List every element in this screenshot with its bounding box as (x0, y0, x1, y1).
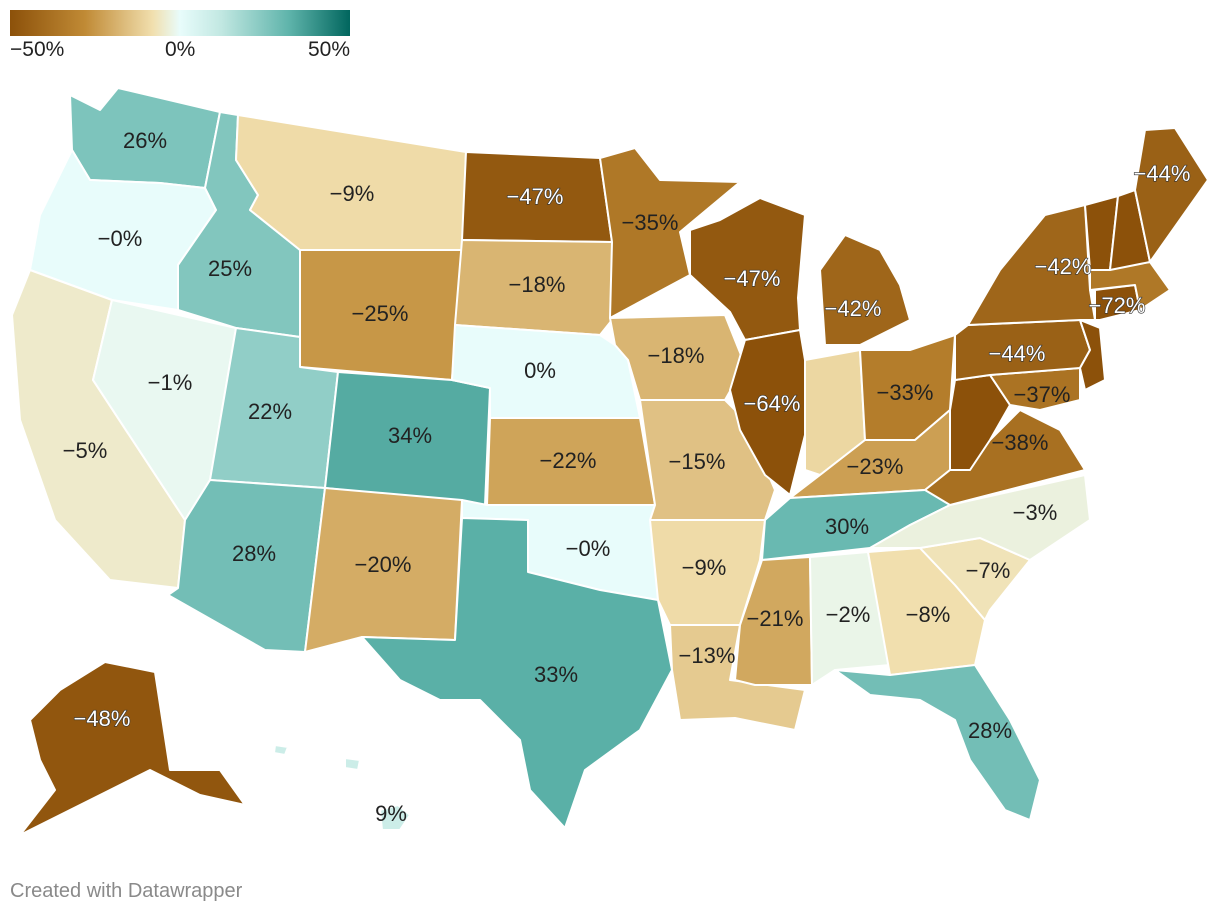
state-label-co: 34% (388, 423, 432, 448)
state-label-ok: −0% (566, 536, 611, 561)
state-label-ar: −9% (682, 555, 727, 580)
color-legend: −50% 0% 50% (10, 10, 350, 61)
state-il (729, 329, 811, 496)
state-label-tn: 30% (825, 514, 869, 539)
state-label-ny: −42% (1035, 254, 1092, 279)
state-hi (273, 744, 411, 831)
state-al (809, 551, 891, 686)
state-label-hi: 9% (375, 801, 407, 826)
state-label-ut: 22% (248, 399, 292, 424)
state-label-mo: −15% (669, 449, 726, 474)
state-label-wi: −47% (724, 266, 781, 291)
state-label-ct: −72% (1089, 293, 1146, 318)
state-label-ak: −48% (74, 706, 131, 731)
state-nj (1079, 319, 1106, 391)
state-label-ne: 0% (524, 358, 556, 383)
state-mi (819, 234, 911, 346)
legend-max-label: 50% (307, 38, 350, 61)
state-label-ky: −23% (847, 454, 904, 479)
state-label-sd: −18% (509, 272, 566, 297)
state-ak (19, 661, 246, 836)
state-sd (454, 239, 613, 336)
state-label-mn: −35% (622, 210, 679, 235)
state-label-fl: 28% (968, 718, 1012, 743)
state-label-az: 28% (232, 541, 276, 566)
state-label-ga: −8% (906, 602, 951, 627)
state-label-pa: −44% (989, 341, 1046, 366)
state-label-mi: −42% (825, 296, 882, 321)
state-label-ms: −21% (747, 606, 804, 631)
state-label-va: −38% (992, 430, 1049, 455)
state-nc (869, 474, 1091, 561)
labels-layer: 26% −0% −5% −1% 25% −9% −25% 22% 28% 34% −20% −47% −… (63, 128, 1191, 826)
state-la (669, 624, 806, 731)
state-me (1134, 127, 1209, 263)
state-label-me: −44% (1134, 161, 1191, 186)
state-wi (689, 197, 806, 341)
state-label-wa: 26% (123, 128, 167, 153)
state-label-la: −13% (679, 643, 736, 668)
state-co (324, 371, 491, 506)
state-label-nc: −3% (1013, 500, 1058, 525)
legend-min-label: −50% (10, 38, 65, 61)
state-label-nd: −47% (507, 184, 564, 209)
state-label-oh: −33% (877, 380, 934, 405)
states-layer (11, 87, 1209, 836)
us-choropleth-map: 26% −0% −5% −1% 25% −9% −25% 22% 28% 34% −20% −47% −… (11, 87, 1209, 836)
state-label-nm: −20% (355, 552, 412, 577)
legend-mid-label: 0% (165, 38, 196, 61)
state-label-wy: −25% (352, 301, 409, 326)
state-mn (599, 147, 741, 319)
state-label-al: −2% (826, 602, 871, 627)
credit-text: Created with Datawrapper (10, 880, 243, 902)
state-label-ks: −22% (540, 448, 597, 473)
legend-gradient-bar (10, 10, 350, 36)
state-label-ca: −5% (63, 438, 108, 463)
state-label-il: −64% (744, 391, 801, 416)
state-label-mt: −9% (330, 181, 375, 206)
state-label-or: −0% (98, 226, 143, 251)
state-label-ia: −18% (648, 343, 705, 368)
state-label-md: −37% (1014, 382, 1071, 407)
state-label-nv: −1% (148, 370, 193, 395)
state-label-sc: −7% (966, 558, 1011, 583)
state-label-tx: 33% (534, 662, 578, 687)
state-tx (361, 517, 673, 829)
state-fl (834, 664, 1041, 821)
state-label-id: 25% (208, 256, 252, 281)
